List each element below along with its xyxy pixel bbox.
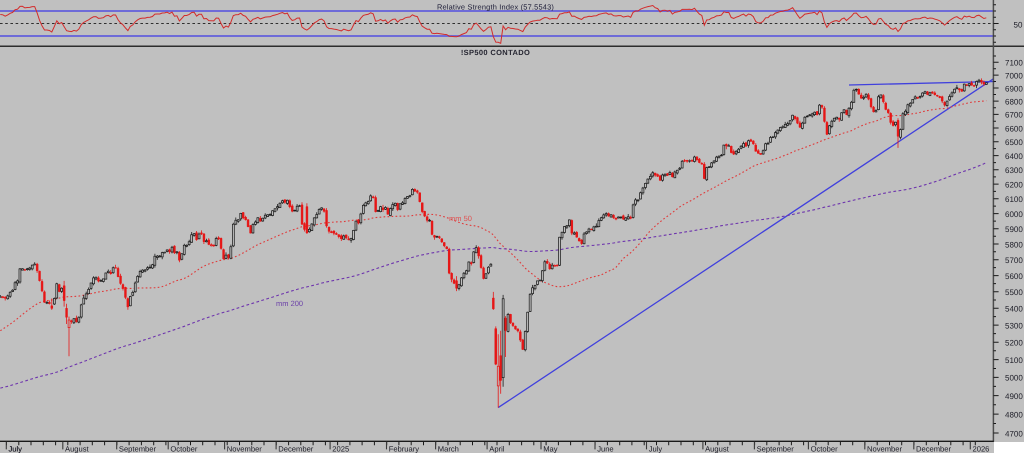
svg-text:5200: 5200 [1005,339,1023,348]
svg-text:5800: 5800 [1005,240,1023,249]
svg-text:April: April [489,444,505,453]
svg-text:6400: 6400 [1005,152,1023,161]
svg-text:mm 50: mm 50 [449,214,472,223]
svg-text:Relative Strength Index (57.55: Relative Strength Index (57.5543) [437,2,554,11]
svg-text:2026: 2026 [973,444,990,453]
svg-text:5000: 5000 [1005,374,1023,383]
svg-text:6100: 6100 [1005,195,1023,204]
svg-text:6800: 6800 [1005,97,1023,106]
svg-text:6700: 6700 [1005,111,1023,120]
svg-text:February: February [389,444,420,453]
svg-text:July: July [9,444,23,453]
svg-text:November: November [227,444,262,453]
svg-text:December: December [916,444,951,453]
svg-text:May: May [543,444,558,453]
svg-text:July: July [649,444,663,453]
svg-text:6300: 6300 [1005,166,1023,175]
svg-text:5900: 5900 [1005,225,1023,234]
svg-text:4800: 4800 [1005,410,1023,419]
svg-text:August: August [705,444,730,453]
svg-text:5500: 5500 [1005,288,1023,297]
svg-text:6600: 6600 [1005,124,1023,133]
svg-text:December: December [278,444,313,453]
svg-text:5700: 5700 [1005,256,1023,265]
svg-text:5100: 5100 [1005,356,1023,365]
svg-text:July: July [8,444,22,453]
svg-text:5600: 5600 [1005,272,1023,281]
svg-text:4700: 4700 [1005,429,1023,438]
svg-text:2025: 2025 [332,444,349,453]
svg-text:6000: 6000 [1005,210,1023,219]
svg-text:August: August [65,444,90,453]
svg-text:October: October [170,444,197,453]
svg-text:!SP500 CONTADO: !SP500 CONTADO [461,48,530,57]
svg-text:September: September [119,444,157,453]
svg-text:7100: 7100 [1005,59,1023,68]
svg-text:6200: 6200 [1005,180,1023,189]
svg-text:mm 200: mm 200 [276,299,303,308]
svg-text:November: November [867,444,902,453]
svg-text:5400: 5400 [1005,305,1023,314]
svg-text:6500: 6500 [1005,138,1023,147]
svg-text:June: June [597,444,613,453]
svg-text:7000: 7000 [1005,71,1023,80]
svg-text:March: March [438,444,459,453]
svg-text:6900: 6900 [1005,84,1023,93]
svg-text:50: 50 [1014,20,1023,29]
svg-text:September: September [757,444,795,453]
svg-text:4900: 4900 [1005,392,1023,401]
svg-text:October: October [811,444,838,453]
svg-text:5300: 5300 [1005,321,1023,330]
